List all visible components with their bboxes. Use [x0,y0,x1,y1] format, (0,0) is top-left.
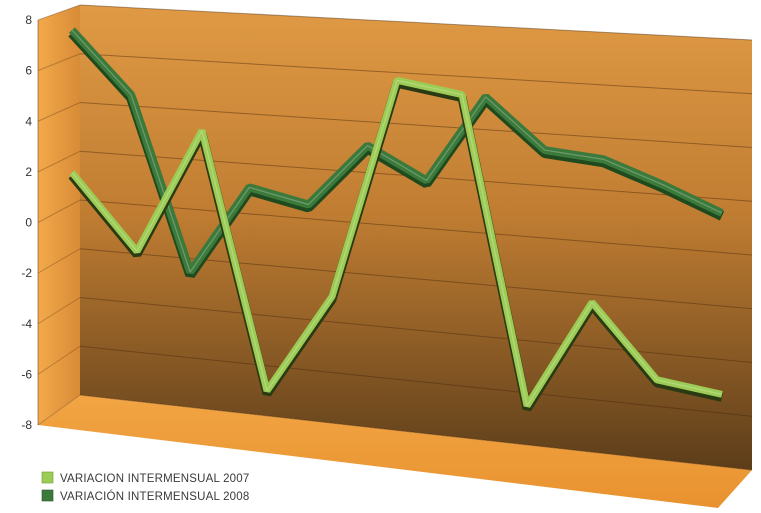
data-point [365,144,369,148]
y-tick-label: 4 [25,114,32,128]
y-tick-label: -4 [21,317,32,331]
series-2008 [68,27,725,278]
gridline [79,102,753,148]
data-point [525,404,529,408]
y-tick-label: 8 [25,13,32,27]
gridline [79,297,753,363]
y-tick-label: 2 [25,165,32,179]
gridline [79,4,753,41]
data-point [330,295,334,299]
side-gridline [37,345,81,375]
legend-label-2007: VARIACION INTERMENSUAL 2007 [60,473,249,485]
data-point [720,211,724,215]
gridline [79,394,753,471]
data-point [590,300,594,304]
data-point [129,93,133,97]
series-line [69,76,723,408]
side-gridline [37,394,81,426]
chart-back-wall [80,5,752,470]
data-point [135,249,139,253]
data-point [425,178,429,182]
data-point [70,171,74,175]
data-point [395,78,399,82]
gridline [79,199,753,256]
series-2007 [68,76,724,412]
series-layer [68,27,725,412]
y-tick-label: -2 [21,266,32,280]
gridline [79,345,753,417]
data-point [655,378,659,382]
data-point [484,95,488,99]
data-point [543,148,547,152]
legend-swatch-2007 [41,471,54,484]
data-point [460,93,464,97]
data-point [265,389,269,393]
y-tick-label: -8 [21,418,32,432]
series-line-highlight [71,79,723,407]
series-line [69,27,724,275]
gridline [79,248,753,310]
series-line-highlight [71,29,723,273]
data-point [720,392,724,396]
gridline [79,53,753,95]
chart-side-wall [38,5,80,425]
legend: VARIACION INTERMENSUAL 2007 VARIACIÓN IN… [41,471,249,503]
side-gridline [37,53,81,72]
y-tick-label: 0 [25,216,32,230]
data-point [70,28,74,32]
gridlines [37,4,753,471]
y-axis: 8 6 4 2 0 -2 -4 -6 -8 [21,13,39,432]
legend-swatch-2008 [41,489,54,502]
data-point [306,203,310,207]
data-point [200,129,204,133]
side-gridline [37,102,81,122]
legend-label-2008: VARIACIÓN INTERMENSUAL 2008 [60,490,249,503]
side-gridline [37,199,81,223]
y-tick-label: -6 [21,367,32,381]
side-gridline [37,297,81,325]
data-point [188,270,192,274]
side-gridline [37,248,81,274]
side-gridline [37,150,81,173]
chart-floor [38,395,752,508]
side-gridline [37,4,81,21]
y-tick-label: 6 [25,64,32,78]
data-point [661,183,665,187]
data-point [247,185,251,189]
data-point [602,157,606,161]
